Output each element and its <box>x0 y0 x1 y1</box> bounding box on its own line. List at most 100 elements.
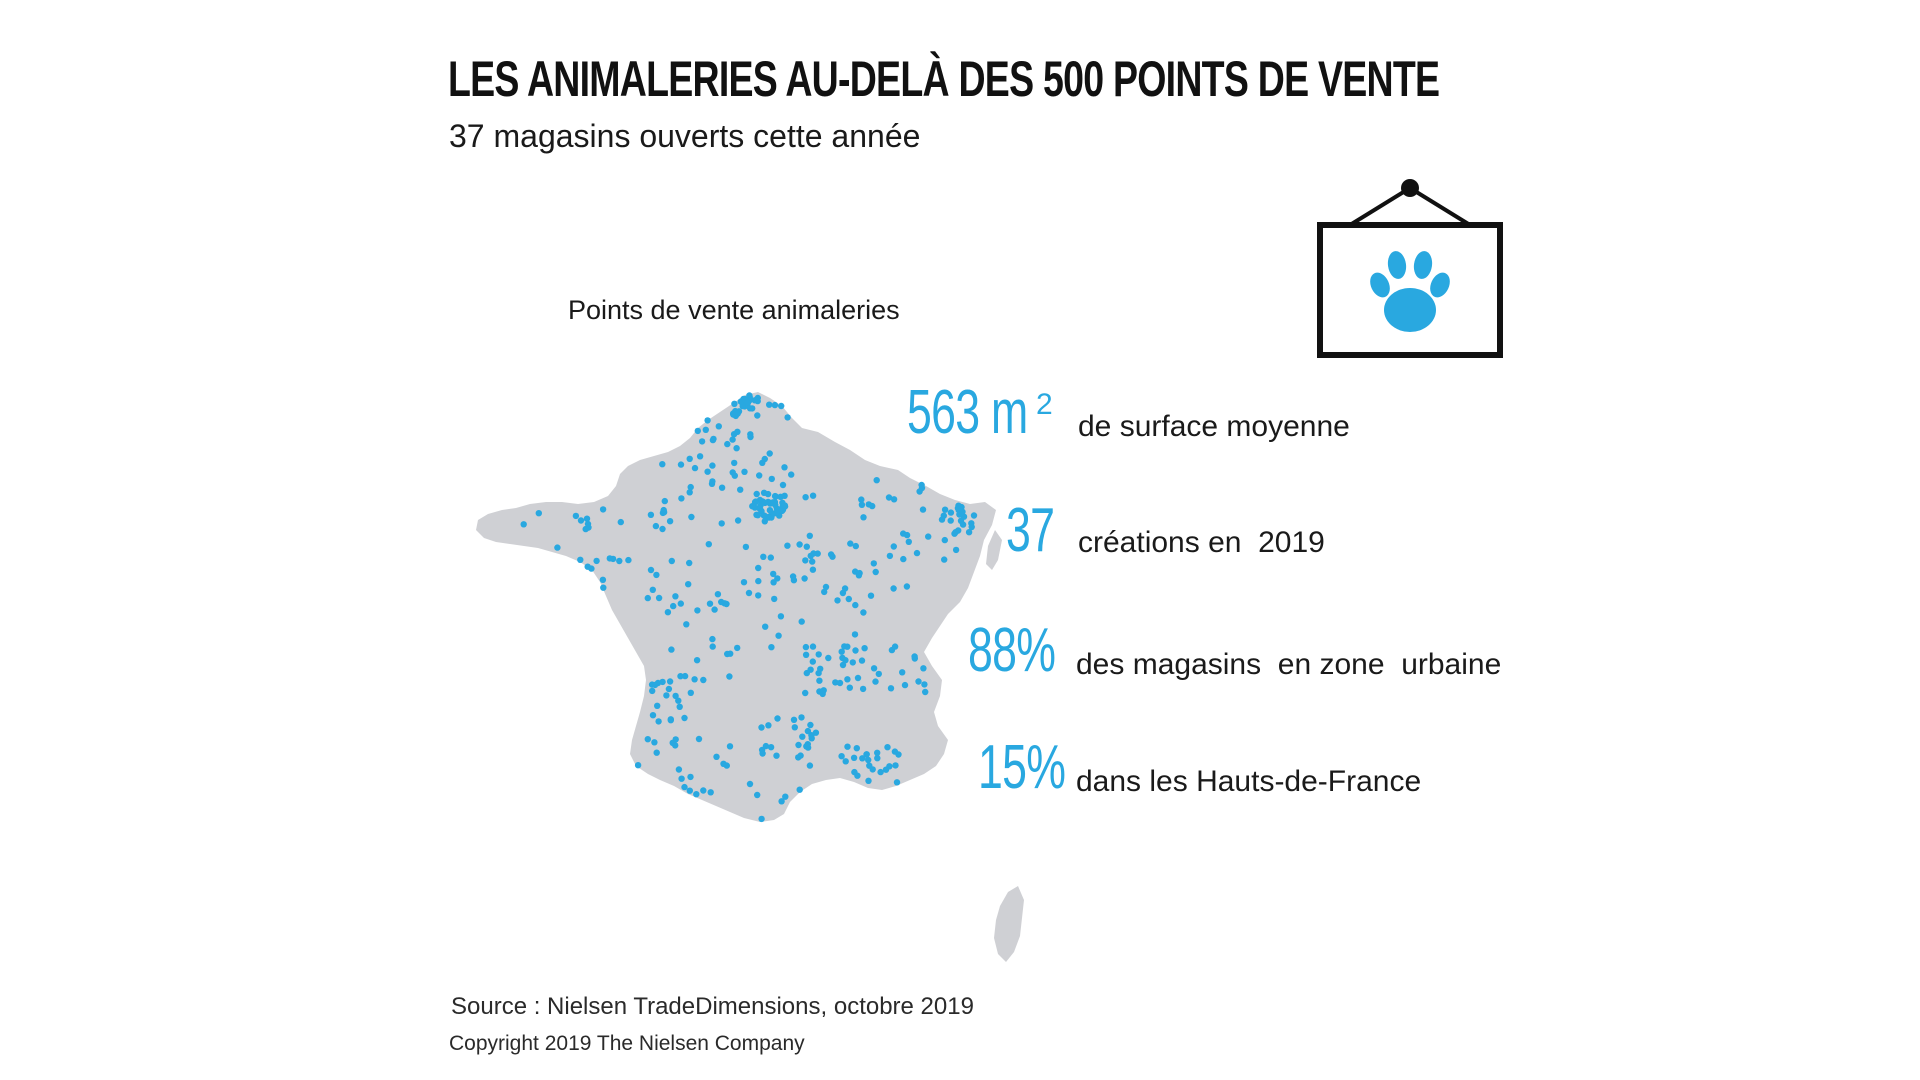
stat-superscript: 2 <box>1036 388 1053 421</box>
store-dot <box>676 703 683 710</box>
store-dot <box>729 436 736 443</box>
store-dot <box>852 647 859 654</box>
store-dot <box>686 787 693 794</box>
france-map <box>476 392 1024 962</box>
store-dot <box>832 679 839 686</box>
store-dot <box>688 513 695 521</box>
store-dot <box>672 692 679 700</box>
store-dot <box>784 414 791 421</box>
store-dot <box>816 677 823 684</box>
store-dot <box>812 729 820 736</box>
store-dot <box>855 572 863 579</box>
store-dot <box>655 718 662 725</box>
store-dot <box>702 426 709 433</box>
store-dot <box>809 566 817 573</box>
store-dot <box>806 532 813 539</box>
store-dot <box>694 607 701 614</box>
store-dot <box>647 511 655 518</box>
store-dot <box>535 510 542 517</box>
store-dot <box>606 555 613 562</box>
store-dot <box>870 665 878 672</box>
store-dot <box>873 477 880 484</box>
store-dot <box>802 689 809 697</box>
store-dot <box>675 697 682 704</box>
store-dot <box>875 670 882 678</box>
store-dot <box>774 715 781 722</box>
store-dot <box>947 509 955 516</box>
store-dot <box>820 687 827 694</box>
store-dot <box>761 455 768 463</box>
store-dot <box>746 405 754 412</box>
store-dot <box>767 744 775 751</box>
store-dot <box>706 600 714 607</box>
store-dot <box>681 672 689 680</box>
store-dot <box>815 651 822 658</box>
store-dot <box>572 512 580 520</box>
store-dot <box>838 753 845 760</box>
store-dot <box>797 752 804 759</box>
store-dot <box>659 525 666 533</box>
store-dot <box>741 468 748 475</box>
store-dot <box>584 563 591 570</box>
store-dot <box>798 618 805 625</box>
store-dot <box>790 716 798 723</box>
store-dot <box>704 468 711 475</box>
store-dot <box>903 531 911 539</box>
store-dot <box>672 736 679 743</box>
store-dot <box>853 745 860 752</box>
store-dot <box>841 585 849 592</box>
store-dot <box>584 520 592 528</box>
store-dot <box>734 644 741 652</box>
store-dot <box>885 494 893 501</box>
store-dot <box>903 583 911 590</box>
store-dot <box>825 654 832 662</box>
store-dot <box>806 762 814 769</box>
store-dot <box>649 586 656 593</box>
store-dot <box>891 748 899 755</box>
store-dot <box>915 678 922 685</box>
store-dot <box>807 721 814 729</box>
store-dot <box>778 507 785 515</box>
store-dot <box>781 502 788 509</box>
store-dot <box>905 538 912 545</box>
store-dot <box>754 412 761 419</box>
store-dot <box>647 566 655 574</box>
store-dot <box>771 401 779 409</box>
store-dot <box>858 496 865 503</box>
store-dot <box>634 762 642 769</box>
paw-icon <box>1370 251 1450 332</box>
store-dot <box>916 488 923 495</box>
store-dot <box>844 676 851 683</box>
stat-description: des magasins en zone urbaine <box>1076 648 1502 681</box>
store-dot <box>698 438 706 445</box>
store-dot <box>842 758 849 765</box>
store-dot <box>686 455 693 462</box>
store-dot <box>693 657 701 664</box>
store-dot <box>922 688 929 696</box>
store-dot <box>900 555 907 563</box>
store-dot <box>686 489 693 496</box>
store-dot <box>695 735 703 743</box>
page-title: LES ANIMALERIES AU-DELÀ DES 500 POINTS D… <box>448 51 1440 107</box>
store-dot <box>803 543 810 550</box>
store-dot <box>731 472 738 479</box>
store-dot <box>745 589 753 597</box>
store-dot <box>844 643 851 650</box>
store-dot <box>577 517 585 524</box>
store-dot <box>941 536 948 544</box>
store-dot <box>959 521 967 528</box>
store-dot <box>677 673 684 680</box>
store-dot <box>913 549 921 557</box>
store-dot <box>919 506 927 513</box>
store-dot <box>778 798 785 805</box>
store-dot <box>872 678 879 685</box>
store-dots <box>520 392 978 823</box>
store-dot <box>734 517 742 524</box>
source-note: Source : Nielsen TradeDimensions, octobr… <box>451 993 974 1020</box>
store-dot <box>751 397 759 404</box>
store-dot <box>809 558 816 565</box>
store-dot <box>758 815 765 823</box>
store-dot <box>767 554 774 561</box>
stat-description: créations en 2019 <box>1078 526 1325 559</box>
store-dot <box>734 410 741 417</box>
